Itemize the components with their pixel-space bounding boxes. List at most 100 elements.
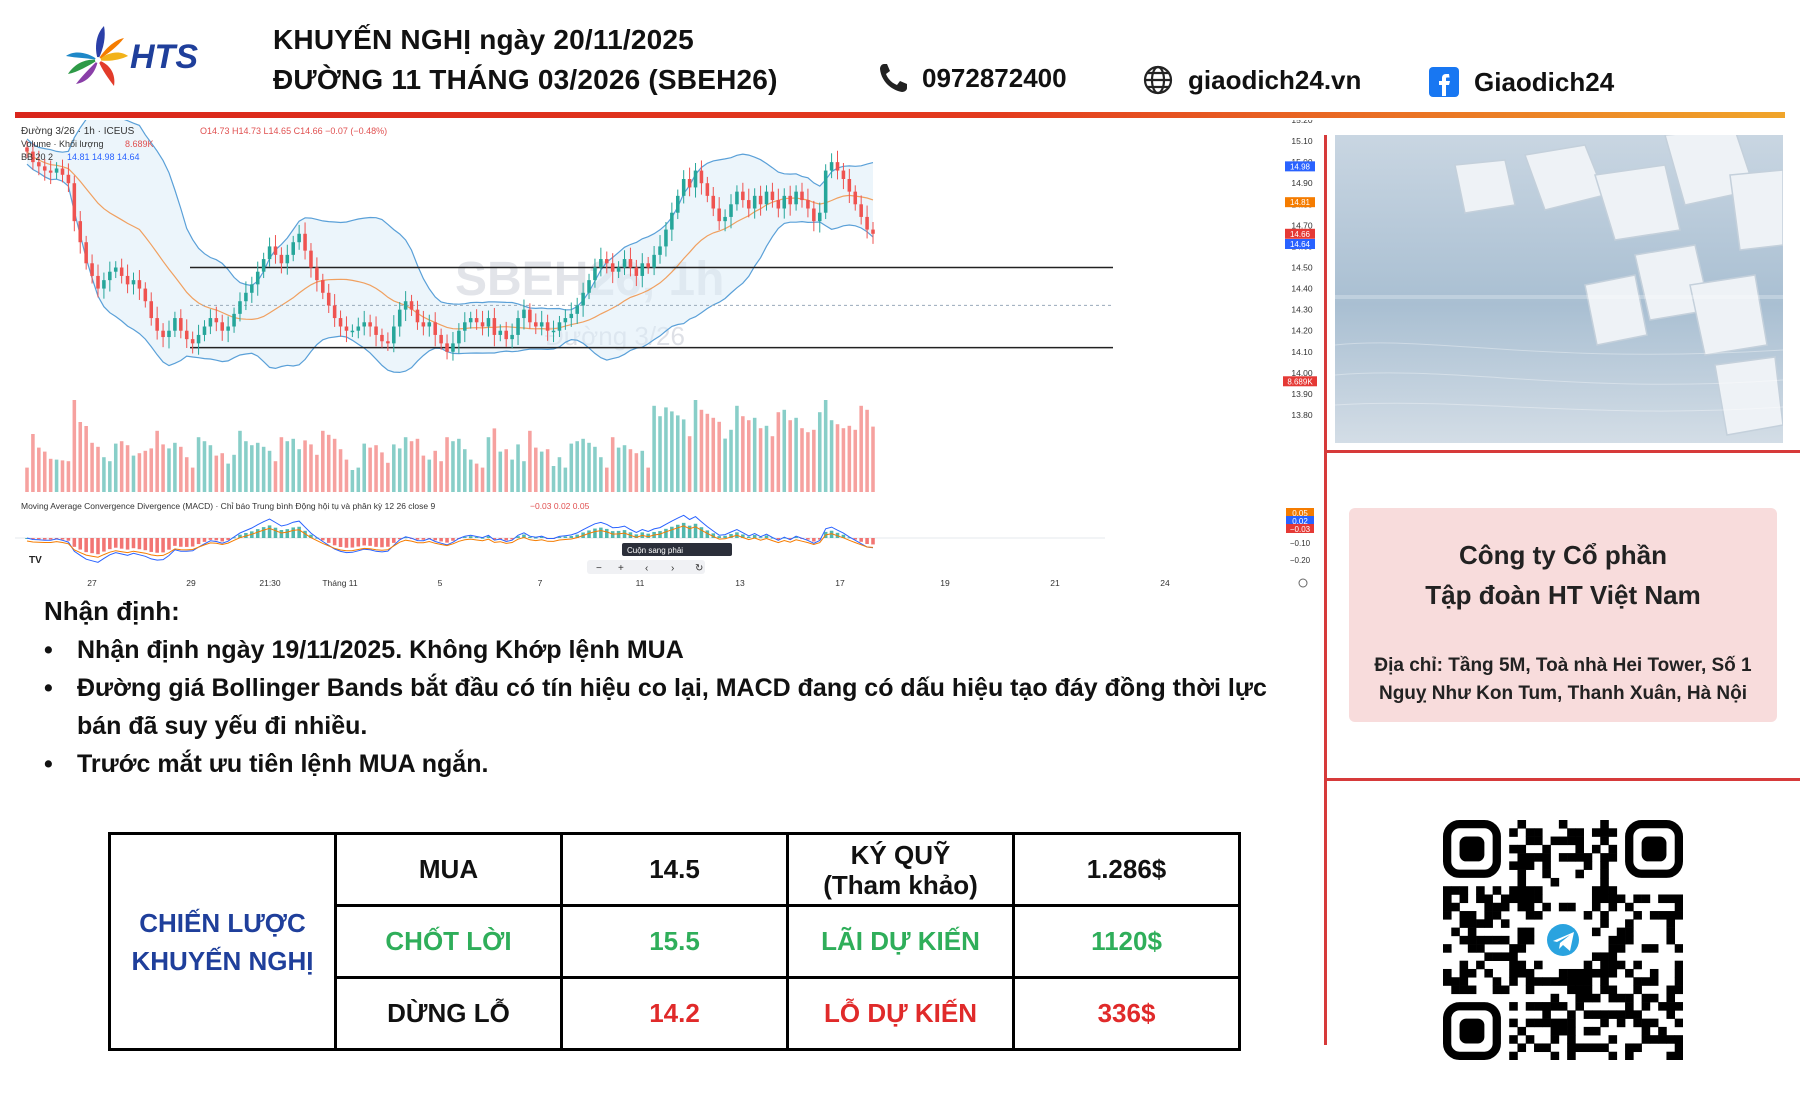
company-address: Địa chỉ: Tầng 5M, Toà nhà Hei Tower, Số … [1374, 655, 1752, 704]
volume-bar [315, 454, 319, 492]
candle-body [267, 246, 272, 260]
macd-histogram-bar [451, 538, 455, 541]
volume-bar [640, 450, 645, 492]
qr-module [1542, 844, 1551, 854]
qr-module [1443, 968, 1452, 978]
volume-bar [362, 443, 366, 492]
qr-module [1649, 944, 1659, 953]
margin-label-line1: KÝ QUỸ [850, 839, 951, 870]
macd-histogram-bar [699, 527, 704, 538]
macd-histogram-bar [279, 530, 284, 538]
volume-bar [729, 429, 733, 492]
candle-body [60, 168, 65, 175]
volume-bar [675, 415, 680, 492]
volume-bar [208, 445, 213, 492]
volume-bar [96, 446, 100, 492]
volume-bar [244, 441, 248, 492]
macd-histogram-bar [326, 538, 331, 543]
candle-body [66, 174, 71, 184]
qr-module [1666, 1002, 1676, 1011]
qr-module [1658, 1002, 1667, 1011]
zoom-out-icon: − [596, 563, 602, 574]
macd-histogram-bar [776, 538, 781, 540]
qr-module [1583, 1010, 1593, 1019]
macd-histogram-bar [717, 536, 721, 538]
strategy-header-line1: CHIẾN LƯỢC [139, 907, 306, 938]
candle-body [374, 326, 378, 335]
price-tick-label: 14.30 [1291, 305, 1313, 315]
candle-body [841, 170, 846, 179]
volume-bar [125, 445, 130, 492]
candle-body [54, 168, 59, 173]
macd-histogram-bar [664, 528, 668, 538]
candle-body [72, 183, 77, 222]
symbol-header: Đường 3/26 · 1h · ICEUS [21, 126, 135, 137]
macd-histogram-bar [102, 538, 106, 552]
macd-histogram-bar [415, 538, 420, 540]
candle-body [758, 195, 763, 205]
volume-bar [119, 441, 124, 492]
qr-module [1542, 1010, 1551, 1019]
macd-histogram-bar [522, 534, 526, 538]
qr-module [1591, 894, 1601, 904]
qr-module [1674, 985, 1684, 995]
volume-bar [616, 447, 621, 492]
price-badge [1285, 161, 1315, 172]
macd-histogram-bar [788, 538, 792, 540]
qr-code-icon [1443, 820, 1684, 1061]
qr-module [1459, 985, 1469, 995]
scroll-right-button[interactable] [622, 543, 732, 556]
volume-bar [841, 428, 846, 492]
qr-module [1600, 1010, 1609, 1019]
qr-module [1467, 919, 1477, 928]
volume-badge-label: 8.689K [1287, 377, 1313, 386]
macd-histogram-bar [741, 534, 745, 538]
qr-module [1600, 911, 1609, 920]
volume-bar [439, 461, 443, 492]
qr-module [1525, 1035, 1535, 1044]
qr-module [1476, 960, 1485, 970]
qr-module [1567, 836, 1576, 846]
qr-module [1658, 894, 1667, 904]
qr-module [1558, 1026, 1568, 1036]
qr-module [1583, 968, 1593, 978]
candle-body [468, 318, 473, 323]
qr-module [1583, 1026, 1593, 1036]
volume-bar [587, 442, 591, 492]
macd-histogram-bar [510, 538, 514, 540]
candle-body [480, 322, 485, 327]
candle-body [717, 208, 721, 222]
zoom-controls[interactable]: − + ‹ › ↻ [587, 560, 705, 574]
telegram-qr-code[interactable] [1443, 820, 1684, 1061]
macd-histogram-bar [587, 530, 591, 538]
volume-bar [522, 461, 526, 492]
price-chart[interactable]: SBEH26, 1h Đường 3/26 15.2015.1015.0014.… [15, 109, 1325, 590]
volume-bar [646, 467, 650, 492]
qr-module [1467, 944, 1477, 953]
volume-bar [634, 453, 639, 492]
qr-module [1517, 927, 1527, 937]
qr-module [1509, 894, 1518, 904]
macd-tick-label: −0.10 [1290, 539, 1311, 548]
candle-body [859, 204, 863, 217]
volume-bar [31, 434, 35, 492]
qr-module [1484, 902, 1493, 912]
action-stop-loss: DỪNG LỖ [334, 976, 563, 1051]
volume-bar [102, 457, 106, 492]
volume-bar [557, 457, 562, 492]
volume-bar [847, 425, 852, 492]
volume-bar [865, 409, 869, 492]
qr-module [1591, 886, 1601, 895]
facebook-page: Giaodich24 [1474, 66, 1615, 97]
qr-module [1534, 828, 1543, 837]
contact-website[interactable]: giaodich24.vn [1142, 60, 1361, 100]
qr-module [1484, 911, 1493, 920]
macd-histogram-bar [681, 522, 686, 538]
volume-bar [457, 438, 461, 492]
contact-facebook[interactable]: Giaodich24 [1428, 62, 1614, 102]
contact-phone[interactable]: 0972872400 [878, 58, 1067, 98]
macd-histogram-bar [599, 527, 603, 538]
macd-histogram-bar [273, 527, 278, 538]
qr-module [1616, 944, 1626, 953]
qr-module [1658, 911, 1667, 920]
